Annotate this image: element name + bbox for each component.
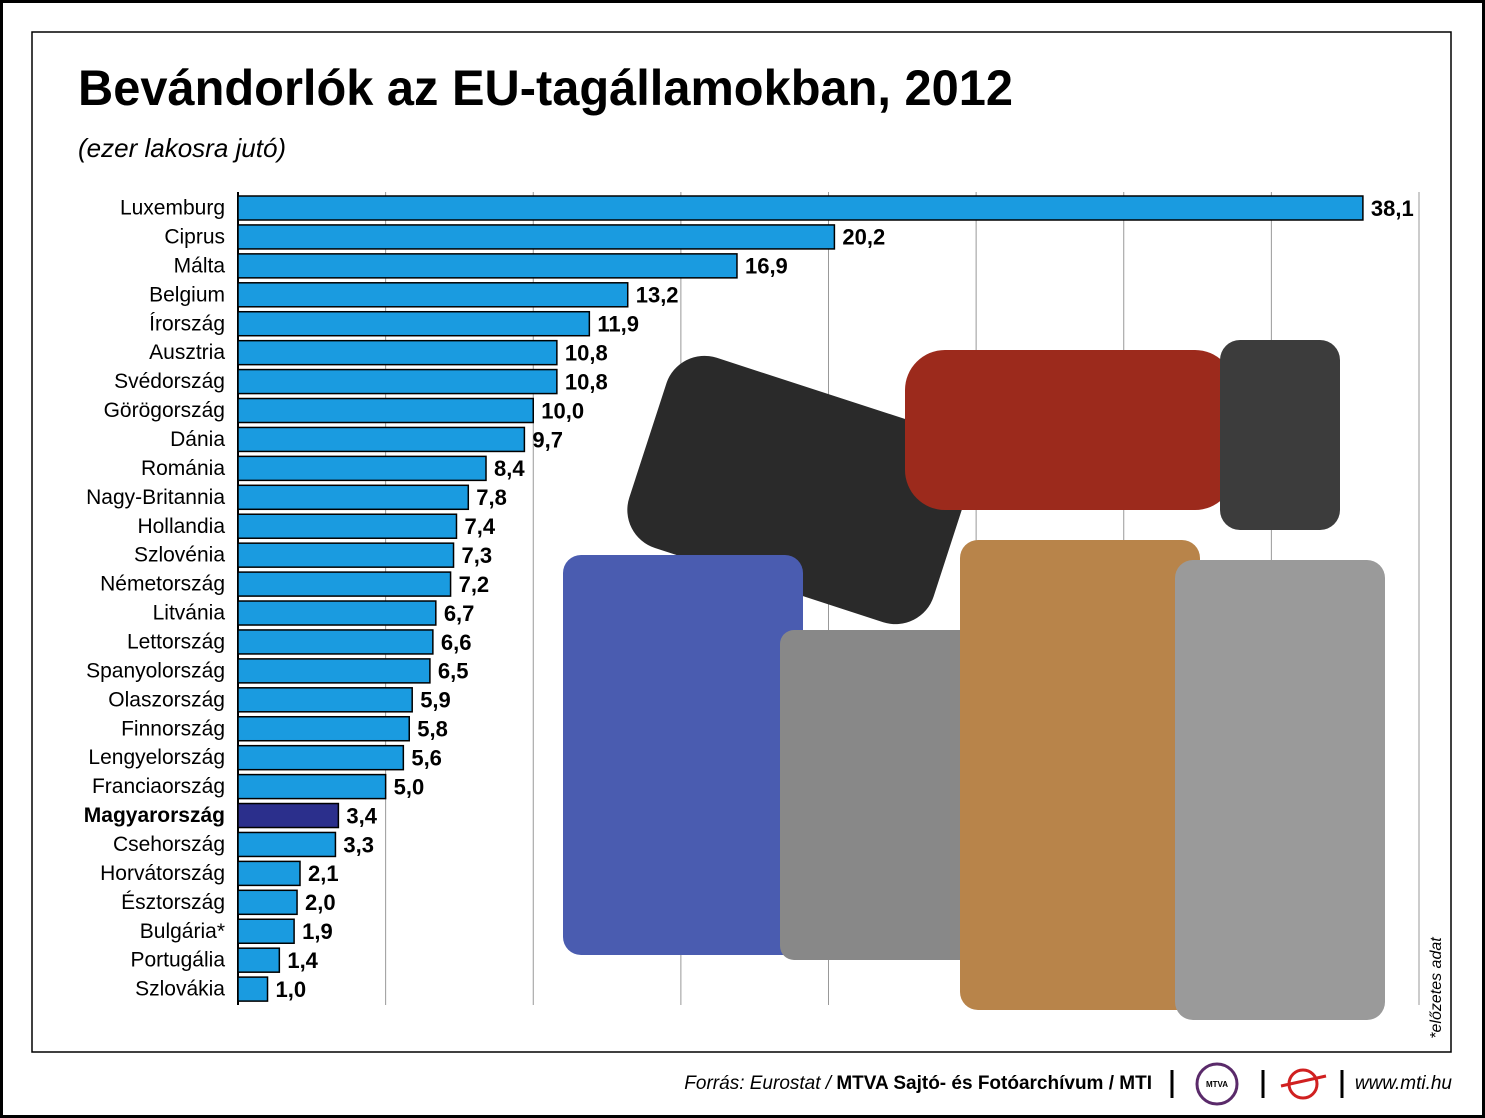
bar xyxy=(237,253,738,279)
value-label: 38,1 xyxy=(1371,196,1414,221)
value-label: 2,1 xyxy=(308,861,339,886)
category-label: Portugália xyxy=(130,949,225,972)
bar xyxy=(237,484,470,511)
category-label: Bulgária* xyxy=(140,920,225,943)
category-label: Ciprus xyxy=(164,225,225,248)
bar xyxy=(237,339,558,366)
category-label: Málta xyxy=(174,254,226,277)
value-label: 3,3 xyxy=(343,832,374,857)
value-label: 6,5 xyxy=(438,659,469,684)
bar xyxy=(237,831,337,858)
category-label: Lengyelország xyxy=(88,746,225,769)
bar xyxy=(237,976,269,1002)
category-label: Belgium xyxy=(149,283,225,306)
category-label: Svédország xyxy=(114,370,225,393)
bar xyxy=(237,744,405,771)
frame xyxy=(31,31,1452,1053)
source-text: Forrás: Eurostat / xyxy=(684,1073,832,1094)
category-label: Románia xyxy=(141,457,225,480)
bar xyxy=(237,947,281,973)
bar xyxy=(237,397,534,424)
value-label: 20,2 xyxy=(842,225,885,250)
value-label: 1,4 xyxy=(287,948,318,973)
value-label: 11,9 xyxy=(597,312,639,337)
bar xyxy=(237,889,298,916)
bar xyxy=(237,542,455,568)
value-label: 2,0 xyxy=(305,890,336,915)
value-label: 13,2 xyxy=(636,283,679,308)
bar xyxy=(237,658,431,684)
category-label: Csehország xyxy=(113,833,225,856)
category-label: Magyarország xyxy=(84,804,225,827)
value-label: 8,4 xyxy=(494,456,525,481)
category-label: Finnország xyxy=(121,717,225,740)
value-label: 7,3 xyxy=(462,543,493,568)
category-label: Nagy-Britannia xyxy=(86,486,225,509)
category-label: Hollandia xyxy=(137,515,225,538)
bar xyxy=(237,629,434,655)
category-label: Görögország xyxy=(104,399,225,422)
bar xyxy=(237,802,340,829)
luggage-illustration xyxy=(563,340,1385,1020)
value-label: 6,7 xyxy=(444,601,475,626)
value-label: 16,9 xyxy=(745,254,788,279)
bar xyxy=(237,715,410,742)
value-label: 1,9 xyxy=(302,919,333,944)
category-label: Litvánia xyxy=(153,602,226,625)
category-label: Franciaország xyxy=(92,775,225,798)
bar xyxy=(237,513,458,539)
bar xyxy=(237,773,387,800)
value-label: 5,0 xyxy=(394,774,425,799)
category-label: Szlovákia xyxy=(135,978,225,1001)
value-label: 6,6 xyxy=(441,630,472,655)
bar xyxy=(237,571,452,597)
bar xyxy=(237,600,437,626)
website: www.mti.hu xyxy=(1355,1073,1453,1094)
subtitle: (ezer lakosra jutó) xyxy=(78,133,286,163)
category-label: Spanyolország xyxy=(86,659,225,682)
category-label: Szlovénia xyxy=(134,544,225,567)
value-label: 5,8 xyxy=(417,717,448,742)
value-label: 5,6 xyxy=(411,745,442,770)
bar xyxy=(237,860,301,887)
category-label: Lettország xyxy=(127,630,225,653)
bar xyxy=(237,426,526,453)
value-label: 3,4 xyxy=(346,803,377,828)
category-label: Ausztria xyxy=(149,341,225,364)
value-label: 10,0 xyxy=(541,398,584,423)
bar xyxy=(237,224,836,250)
value-label: 7,2 xyxy=(459,572,490,597)
bar xyxy=(237,455,487,482)
bar xyxy=(237,195,1364,221)
category-label: Németország xyxy=(100,573,225,596)
category-label: Dánia xyxy=(170,428,225,451)
bar xyxy=(237,918,295,944)
value-label: 7,8 xyxy=(476,485,507,510)
chart-title: Bevándorlók az EU-tagállamokban, 2012 xyxy=(78,60,1013,116)
category-label: Észtország xyxy=(121,891,225,914)
value-label: 10,8 xyxy=(565,369,608,394)
value-label: 10,8 xyxy=(565,340,608,365)
bar xyxy=(237,368,558,395)
logo-text: MTVA xyxy=(1206,1080,1228,1089)
bar xyxy=(237,282,629,308)
value-label: 5,9 xyxy=(420,688,451,713)
bar xyxy=(237,310,591,337)
footnote: *előzetes adat xyxy=(1428,937,1445,1039)
mti-logo-stroke xyxy=(1280,1074,1327,1088)
bar xyxy=(237,687,413,713)
value-label: 7,4 xyxy=(464,514,495,539)
category-label: Olaszország xyxy=(108,688,225,711)
value-label: 1,0 xyxy=(276,977,307,1002)
value-label: 9,7 xyxy=(532,427,563,452)
logo-ring xyxy=(1195,1062,1239,1106)
source-credit: MTVA Sajtó- és Fotóarchívum / MTI xyxy=(836,1073,1152,1094)
source: Forrás: Eurostat / MTVA Sajtó- és Fotóar… xyxy=(684,1073,1152,1094)
category-label: Luxemburg xyxy=(120,197,225,220)
category-label: Horvátország xyxy=(100,862,225,885)
category-label: Írország xyxy=(149,312,225,335)
